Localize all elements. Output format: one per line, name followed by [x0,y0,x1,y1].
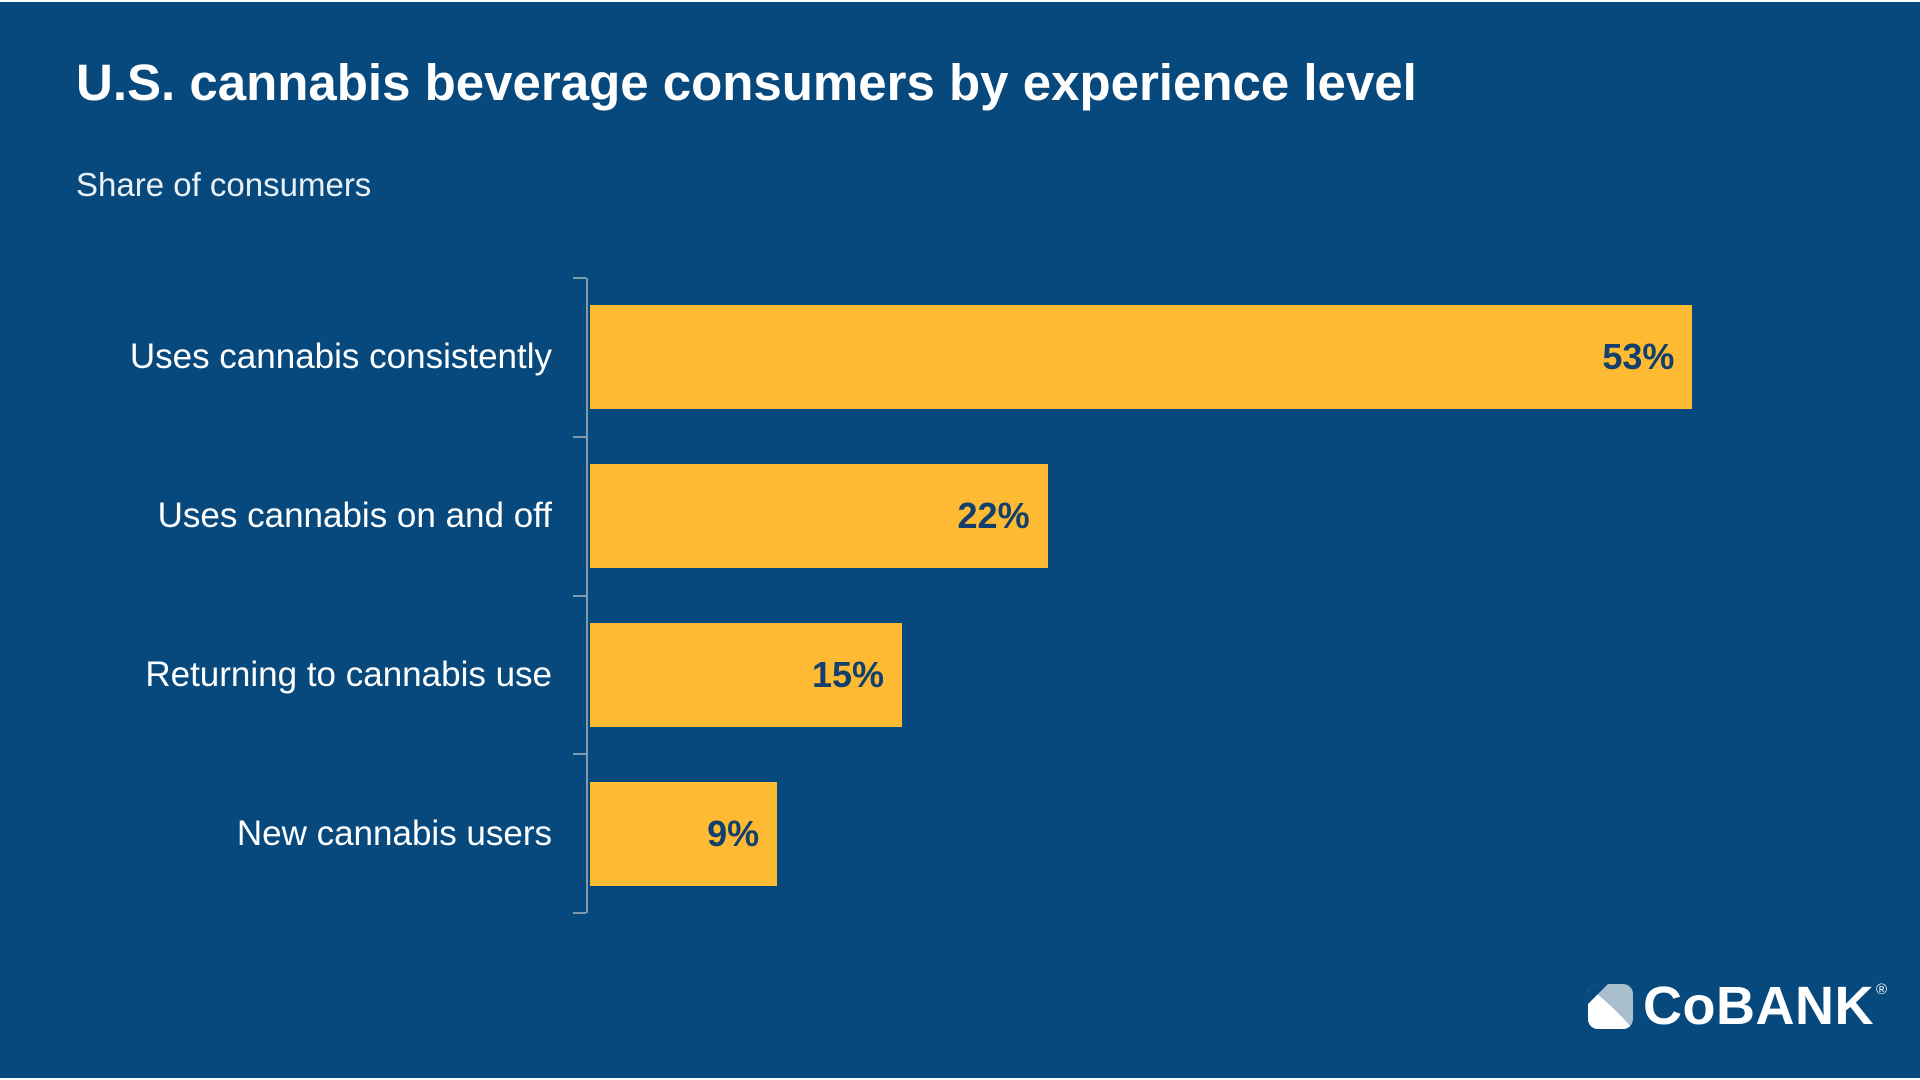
category-label: New cannabis users [236,813,552,853]
axis-tick [573,912,586,914]
cobank-logo: CoBANK ® [1588,979,1888,1033]
bar: 15% [590,622,902,727]
bar: 9% [590,781,778,886]
bar: 22% [590,464,1048,569]
bar-value-label: 9% [707,812,760,854]
bar-value-label: 53% [1602,336,1675,378]
logo-icon-notch [1588,984,1608,1004]
category-label: Uses cannabis consistently [129,337,552,377]
bottom-border-line [0,1078,1920,1080]
chart-title: U.S. cannabis beverage consumers by expe… [76,54,1417,111]
y-axis-line [586,278,588,913]
chart-subtitle: Share of consumers [76,166,372,203]
cobank-logo-icon [1588,984,1633,1029]
top-border-line [0,0,1920,2]
registered-mark: ® [1876,981,1888,998]
axis-tick [573,435,586,438]
bar-value-label: 22% [957,495,1030,537]
bar-value-label: 15% [811,653,884,695]
bar: 53% [590,305,1693,410]
axis-tick [573,753,586,756]
category-label: Returning to cannabis use [145,654,552,694]
cobank-wordmark: CoBANK ® [1643,979,1888,1033]
wordmark-c: C [1643,976,1683,1036]
category-label: Uses cannabis on and off [157,496,552,536]
wordmark-o: o [1682,976,1716,1036]
axis-tick [573,594,586,597]
logo-icon-swoosh [1588,987,1633,1029]
axis-tick [573,277,586,279]
wordmark-bank: BANK [1716,976,1874,1036]
